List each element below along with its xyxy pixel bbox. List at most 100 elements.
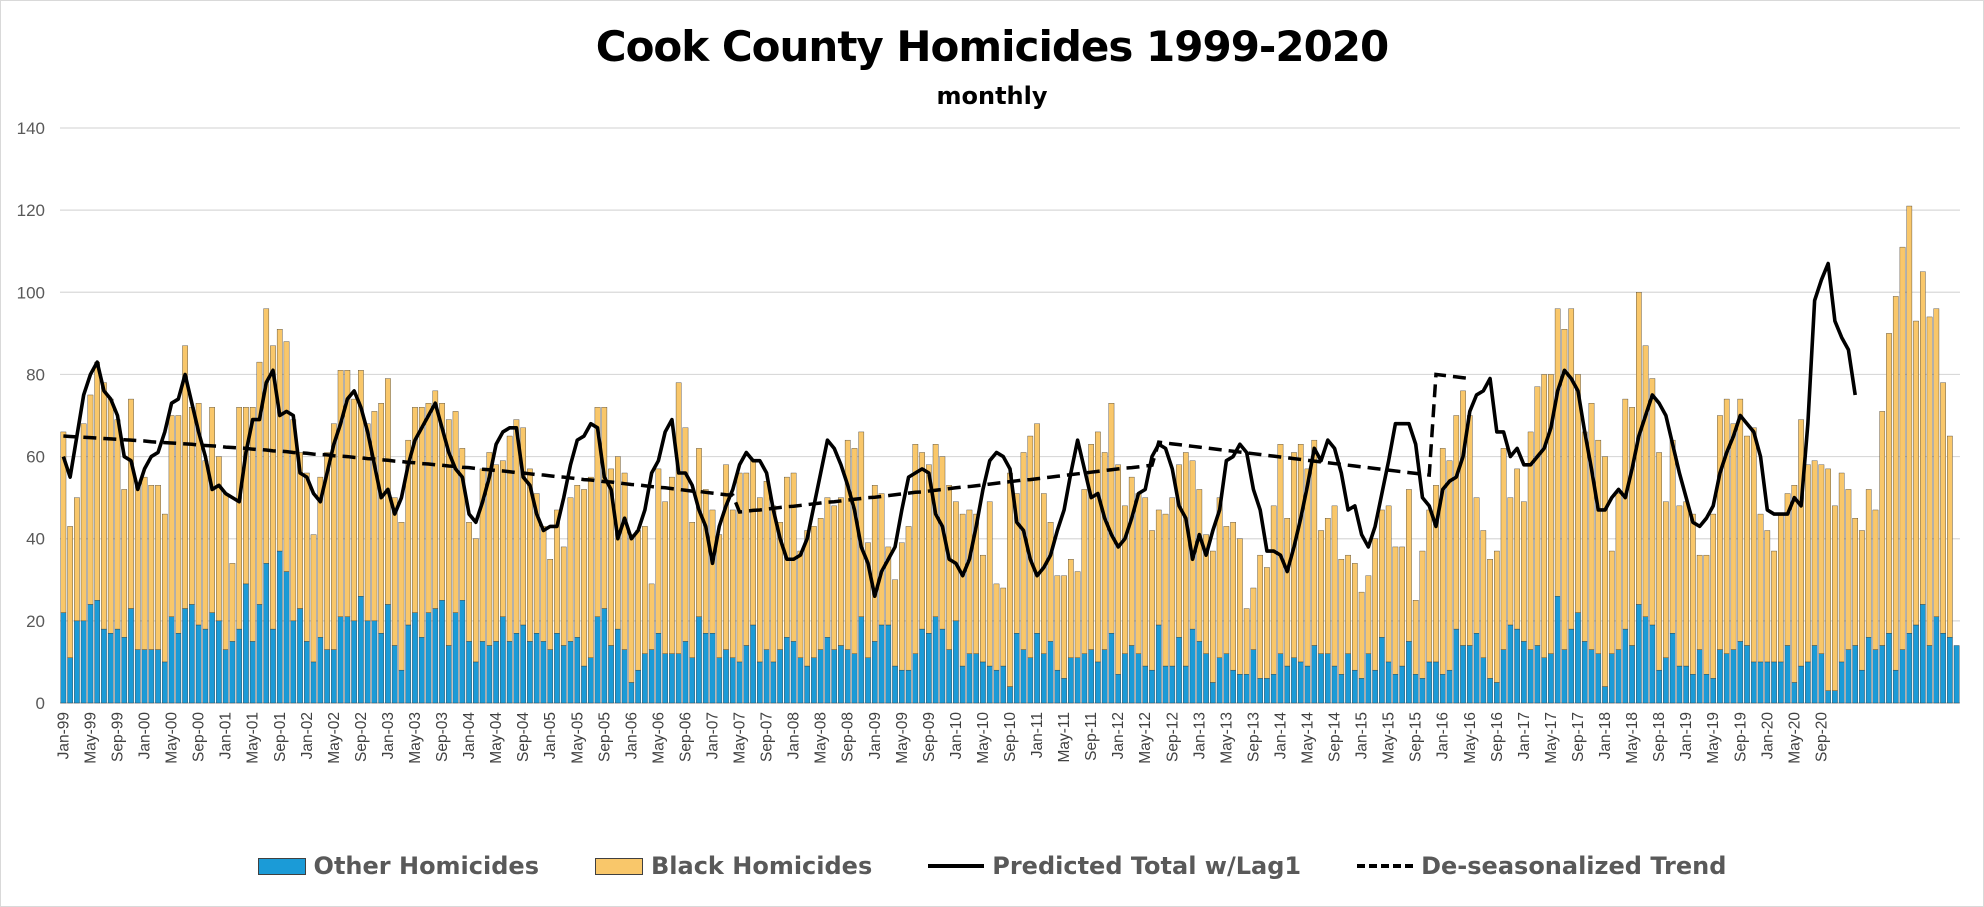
bar-other <box>527 641 533 704</box>
bar-other <box>283 571 290 704</box>
bar-other <box>547 649 554 704</box>
x-tick-label: Sep-19 <box>1732 712 1749 762</box>
bar-black <box>1865 489 1872 638</box>
bar-other <box>1602 686 1608 704</box>
bar-other <box>216 620 222 704</box>
bar-black <box>527 468 533 642</box>
bar-other <box>155 649 161 704</box>
bar-other <box>804 665 810 704</box>
x-tick-label: Jan-00 <box>137 712 154 760</box>
bar-black <box>980 554 986 663</box>
legend-item-black: Black Homicides <box>594 852 872 880</box>
bar-black <box>1203 534 1209 654</box>
bar-black <box>256 361 263 605</box>
bar-other <box>1027 657 1034 704</box>
bar-other <box>601 608 608 704</box>
bar-black <box>675 382 682 654</box>
bar-black <box>817 518 824 650</box>
y-tick-label: 60 <box>26 448 45 467</box>
bar-other <box>1568 628 1575 704</box>
bar-other <box>1608 653 1615 704</box>
legend-item-other: Other Homicides <box>257 852 539 880</box>
bar-black <box>1656 452 1662 671</box>
legend-swatch-black <box>594 857 643 875</box>
bar-other <box>1095 661 1101 704</box>
bar-other <box>966 653 973 704</box>
bar-black <box>1331 505 1338 667</box>
x-tick-label: May-11 <box>1056 712 1073 763</box>
x-tick-label: Sep-13 <box>1245 712 1262 762</box>
bar-other <box>1108 633 1115 704</box>
bar-other <box>1838 661 1845 704</box>
bar-black <box>824 497 831 638</box>
bar-other <box>1872 649 1879 704</box>
bar-other <box>1832 690 1838 704</box>
bar-black <box>926 464 932 634</box>
bar-other <box>702 633 709 704</box>
x-tick-label: May-18 <box>1624 712 1641 764</box>
bar-other <box>60 612 67 704</box>
bar-other <box>980 661 986 704</box>
bar-black <box>1061 575 1067 679</box>
x-tick-label: Jan-02 <box>299 712 316 759</box>
bar-black <box>466 522 472 642</box>
x-tick-label: Sep-99 <box>109 712 126 762</box>
bar-other <box>1047 641 1054 704</box>
bar-other <box>946 649 952 704</box>
bar-black <box>567 497 574 642</box>
bar-other <box>202 628 209 704</box>
bar-other <box>838 645 844 704</box>
bar-other <box>1656 669 1662 704</box>
bar-black <box>865 542 871 658</box>
bar-black <box>1250 587 1257 650</box>
y-tick-label: 120 <box>17 201 45 220</box>
bar-black <box>1040 493 1047 654</box>
bar-black <box>439 403 445 601</box>
bar-other <box>1196 641 1203 704</box>
bar-other <box>175 633 182 704</box>
x-tick-label: May-03 <box>407 712 424 764</box>
bar-black <box>378 403 384 634</box>
bar-other <box>1270 674 1277 704</box>
bar-other <box>1588 649 1595 704</box>
bar-black <box>608 468 614 646</box>
bar-black <box>533 493 540 634</box>
bar-black <box>899 542 905 671</box>
x-axis-ticks: Jan-99 May-99 Sep-99 Jan-00 May-00 Sep-00 Jan-… <box>55 712 1830 764</box>
bar-black <box>229 563 236 642</box>
bar-other <box>1494 682 1500 704</box>
x-tick-label: May-07 <box>732 712 749 764</box>
bar-black <box>844 439 851 650</box>
bar-black <box>1433 485 1439 663</box>
bar-other <box>1101 649 1108 704</box>
bar-other <box>655 633 662 704</box>
bar-other <box>121 637 128 704</box>
bar-black <box>1642 345 1649 617</box>
bar-black <box>290 419 297 622</box>
bar-other <box>405 624 412 704</box>
bar-other <box>1926 645 1933 704</box>
bar-black <box>736 472 743 663</box>
bar-other <box>161 661 168 704</box>
bar-other <box>1034 633 1040 704</box>
bar-other <box>351 620 357 704</box>
bar-other <box>1534 645 1541 704</box>
bar-other <box>1399 665 1405 704</box>
bar-other <box>635 669 641 704</box>
bar-black <box>1500 448 1507 650</box>
bar-other <box>1805 661 1811 704</box>
bar-black <box>1838 472 1845 663</box>
bar-black <box>811 526 817 658</box>
bar-black <box>1284 518 1291 667</box>
x-tick-label: Jan-11 <box>1029 712 1046 758</box>
bar-black <box>1818 464 1825 654</box>
bar-black <box>1399 546 1405 667</box>
bar-other <box>398 669 405 704</box>
bar-black <box>777 522 783 650</box>
bar-other <box>1676 665 1683 704</box>
y-tick-label: 100 <box>17 283 45 302</box>
bar-black <box>1013 493 1020 634</box>
bar-other <box>80 620 87 704</box>
bar-black <box>986 501 993 667</box>
bar-other <box>222 649 229 704</box>
